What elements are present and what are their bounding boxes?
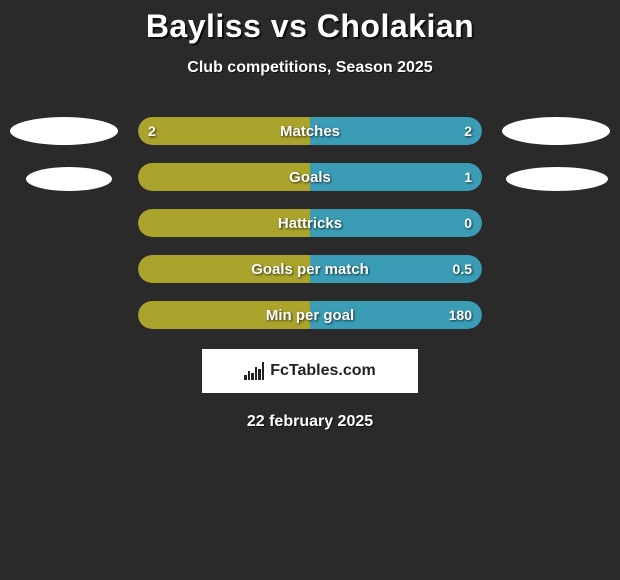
stat-bar: 22Matches [138,117,482,145]
bar-fill-left [138,301,310,329]
bar-fill-right [310,209,482,237]
logo-text: FcTables.com [270,362,376,380]
player-badge-oval [10,117,118,145]
stat-value-right: 1 [464,163,472,191]
stat-value-right: 0.5 [453,255,472,283]
stat-bar: 1Goals [138,163,482,191]
fctables-logo[interactable]: FcTables.com [202,349,418,393]
right-player-badges [502,117,610,329]
bar-chart-icon [244,362,264,380]
stat-value-right: 0 [464,209,472,237]
stats-block: 22Matches1Goals0Hattricks0.5Goals per ma… [0,117,620,329]
bar-fill-left [138,117,310,145]
stat-bar: 0Hattricks [138,209,482,237]
stat-value-right: 2 [464,117,472,145]
player-badge-oval [502,117,610,145]
stat-bars: 22Matches1Goals0Hattricks0.5Goals per ma… [138,117,482,329]
stat-value-right: 180 [449,301,472,329]
page-title: Bayliss vs Cholakian [0,8,620,45]
player-badge-oval [506,167,608,191]
stat-bar: 0.5Goals per match [138,255,482,283]
bar-fill-left [138,209,310,237]
bar-fill-right [310,163,482,191]
page-subtitle: Club competitions, Season 2025 [0,59,620,77]
bar-fill-left [138,163,310,191]
bar-fill-right [310,117,482,145]
comparison-card: Bayliss vs Cholakian Club competitions, … [0,0,620,431]
left-player-badges [10,117,118,329]
bar-fill-left [138,255,310,283]
stat-value-left: 2 [148,117,156,145]
date-label: 22 february 2025 [0,413,620,431]
player-badge-oval [26,167,112,191]
stat-bar: 180Min per goal [138,301,482,329]
